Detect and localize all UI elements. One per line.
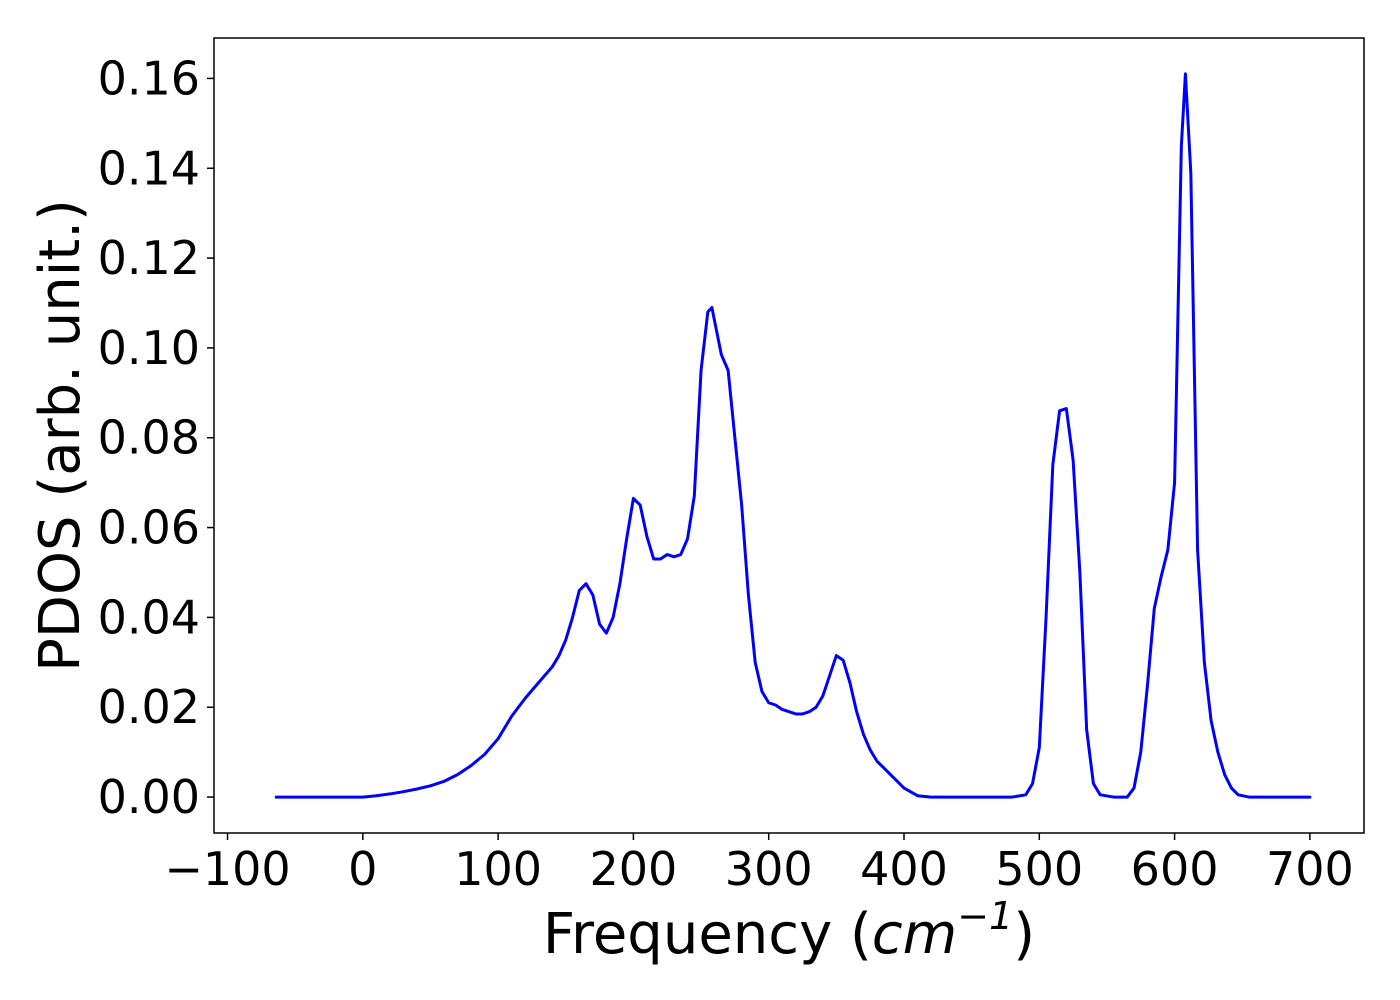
y-tick-label: 0.04 <box>98 590 200 644</box>
x-tick-label: 0 <box>348 842 377 896</box>
y-tick-label: 0.08 <box>98 411 200 465</box>
x-axis-label-exponent: −1 <box>957 894 1013 938</box>
y-tick-label: 0.02 <box>98 680 200 734</box>
axes-frame <box>213 37 1365 834</box>
x-tick-label: 700 <box>1266 842 1354 896</box>
y-axis-label: PDOS (arb. unit.) <box>28 199 93 672</box>
x-tick-label: 600 <box>1131 842 1219 896</box>
x-axis-label: Frequency (cm−1) <box>543 894 1035 967</box>
x-tick-label: 100 <box>454 842 542 896</box>
y-tick-label: 0.16 <box>98 51 200 105</box>
series-line <box>274 72 1312 799</box>
x-axis: −100 0 100 200 300 400 500 600 700 <box>164 833 1354 896</box>
y-tick-label: 0.00 <box>98 770 200 824</box>
x-tick-label: 400 <box>860 842 948 896</box>
x-tick-label: 200 <box>590 842 678 896</box>
y-tick-label: 0.12 <box>98 231 200 285</box>
y-axis: 0.00 0.02 0.04 0.06 0.08 0.10 0.12 0.14 0.16 <box>98 51 214 824</box>
x-axis-label-unit: cm <box>872 902 957 967</box>
y-tick-label: 0.14 <box>98 141 200 195</box>
x-tick-label: 500 <box>995 842 1083 896</box>
y-tick-label: 0.06 <box>98 501 200 555</box>
x-tick-label: −100 <box>164 842 290 896</box>
y-tick-label: 0.10 <box>98 321 200 375</box>
x-axis-label-suffix: ) <box>1013 902 1035 967</box>
x-axis-label-prefix: Frequency ( <box>543 902 872 967</box>
x-tick-label: 300 <box>725 842 813 896</box>
